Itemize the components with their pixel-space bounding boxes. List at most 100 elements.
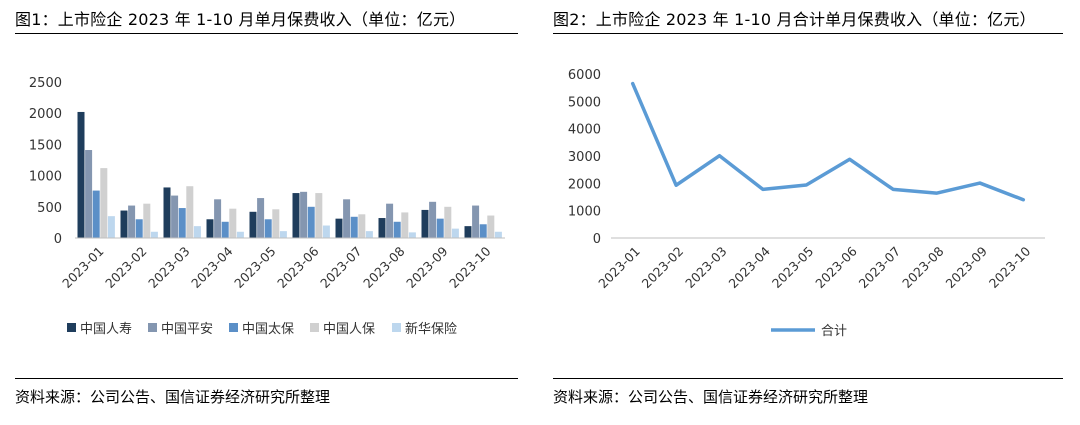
y-tick-label: 3000 [568,150,601,165]
left-source-note: 资料来源：公司公告、国信证券经济研究所整理 [15,388,331,406]
left-chart-panel: 图1：上市险企 2023 年 1-10 月单月保费收入（单位：亿元） 0 500 1… [15,0,518,425]
bar-中国人寿-2023-10 [464,226,472,238]
bar-中国人寿-2023-03 [163,187,171,238]
bar-中国平安-2023-06 [300,191,308,238]
x-tick-label: 2023-04 [725,243,773,291]
bar-中国平安-2023-03 [171,195,179,238]
bar-中国平安-2023-05 [257,198,265,238]
x-tick-label: 2023-09 [942,243,990,291]
line-chart: 01000200030004000500060002023-012023-022… [568,68,1045,339]
right-chart-panel: 图2：上市险企 2023 年 1-10 月合计单月保费收入（单位：亿元） 0 10… [553,0,1063,425]
x-tick-label: 2023-07 [856,244,904,292]
series-line-合计 [630,81,1026,202]
x-tick-label: 2023-02 [102,244,150,292]
right-source-divider [553,378,1063,379]
y-tick-label: 2000 [29,107,62,122]
x-tick-label: 2023-03 [682,244,730,292]
right-chart-title: 图2：上市险企 2023 年 1-10 月合计单月保费收入（单位：亿元） [553,10,1036,29]
x-tick-label: 2023-04 [188,243,236,291]
bar-中国太保-2023-08 [393,221,401,238]
bar-中国平安-2023-01 [85,150,93,238]
legend-label: 新华保险 [405,321,457,337]
bar-中国人保-2023-06 [315,193,323,238]
x-tick-label: 2023-10 [986,243,1034,291]
bar-中国平安-2023-09 [429,201,437,238]
bar-中国人寿-2023-05 [249,211,257,238]
bar-中国太保-2023-06 [307,206,315,238]
bar-中国人保-2023-10 [487,215,495,238]
bar-中国太保-2023-05 [264,219,272,238]
bar-中国平安-2023-04 [214,199,222,238]
bar-中国人寿-2023-04 [206,219,214,238]
legend-swatch-中国人保 [310,323,319,332]
right-source-note: 资料来源：公司公告、国信证券经济研究所整理 [553,388,869,406]
bar-中国太保-2023-01 [92,190,100,238]
bar-新华保险-2023-01 [107,216,115,238]
bar-中国人保-2023-05 [272,209,280,238]
bar-新华保险-2023-08 [408,232,416,238]
bar-中国人寿-2023-06 [292,193,300,238]
bar-中国太保-2023-10 [479,224,487,238]
bar-中国太保-2023-04 [221,221,229,238]
y-tick-label: 0 [593,232,601,247]
bar-新华保险-2023-07 [365,231,373,238]
legend-label: 中国人保 [323,322,375,337]
bar-中国平安-2023-07 [343,199,351,238]
bar-新华保险-2023-05 [279,231,287,238]
x-tick-label: 2023-08 [360,243,408,291]
y-tick-label: 0 [54,232,62,247]
legend-swatch-中国太保 [229,323,238,332]
legend-label: 合计 [821,324,847,339]
x-tick-label: 2023-03 [145,244,193,292]
x-tick-label: 2023-08 [899,243,947,291]
bar-中国人寿-2023-08 [378,218,386,238]
bar-中国太保-2023-03 [178,208,186,238]
y-tick-label: 4000 [568,123,601,138]
legend-label: 中国太保 [242,322,294,337]
bar-中国人保-2023-08 [401,212,409,238]
bar-新华保险-2023-06 [322,225,330,238]
bar-新华保险-2023-04 [236,231,244,238]
y-tick-label: 5000 [568,95,601,110]
bar-中国人保-2023-03 [186,186,194,238]
left-chart-title: 图1：上市险企 2023 年 1-10 月单月保费收入（单位：亿元） [15,10,466,29]
bar-新华保险-2023-09 [451,228,459,238]
bar-中国平安-2023-02 [128,205,136,238]
right-title-divider [553,33,1063,34]
legend-swatch-新华保险 [392,323,401,332]
x-tick-label: 2023-02 [639,244,687,292]
bar-中国人保-2023-07 [358,214,366,238]
y-tick-label: 2000 [568,177,601,192]
bar-新华保险-2023-02 [150,231,158,238]
left-title-divider [15,33,518,34]
legend-swatch-中国平安 [148,323,157,332]
bar-中国人寿-2023-01 [77,111,85,238]
x-tick-label: 2023-05 [769,244,817,292]
x-tick-label: 2023-06 [812,243,860,291]
y-tick-label: 1000 [29,170,62,185]
y-tick-label: 1000 [568,205,601,220]
bar-chart: 050010001500200025002023-012023-022023-0… [29,76,505,337]
y-tick-label: 2500 [29,76,62,91]
bar-中国人保-2023-01 [100,168,108,238]
bar-中国人保-2023-02 [143,203,151,238]
x-tick-label: 2023-07 [317,244,365,292]
bar-中国人寿-2023-09 [421,209,429,238]
legend-label: 中国人寿 [80,322,132,337]
bar-中国太保-2023-02 [135,219,143,238]
bar-中国人寿-2023-02 [120,210,128,238]
left-source-divider [15,378,518,379]
bar-中国人寿-2023-07 [335,218,343,238]
bar-中国人保-2023-04 [229,208,237,238]
bar-中国太保-2023-09 [436,218,444,238]
bar-新华保险-2023-10 [494,231,502,238]
x-tick-label: 2023-09 [403,243,451,291]
bar-中国人保-2023-09 [444,206,452,238]
x-tick-label: 2023-06 [274,243,322,291]
x-tick-label: 2023-01 [59,244,107,292]
bar-新华保险-2023-03 [193,226,201,238]
y-tick-label: 1500 [29,138,62,153]
bar-中国太保-2023-07 [350,216,358,238]
legend-swatch-中国人寿 [67,323,76,332]
legend-label: 中国平安 [161,322,213,337]
